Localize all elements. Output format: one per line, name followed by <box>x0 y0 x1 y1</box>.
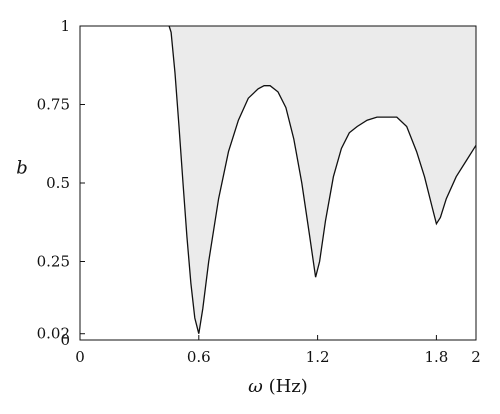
x-axis-label: ω (Hz) <box>248 376 308 397</box>
y-tick-label: 0.75 <box>37 96 70 114</box>
x-axis-label-symbol: ω <box>248 376 263 397</box>
x-tick-label: 1.8 <box>424 348 448 366</box>
boundary-curve <box>168 25 477 334</box>
x-tick-label: 0.6 <box>187 348 211 366</box>
y-tick-label: 1 <box>60 17 70 35</box>
x-tick-label: 2 <box>471 348 481 366</box>
shaded-region <box>169 26 476 334</box>
y-axis-label: b <box>16 158 28 179</box>
x-axis-label-unit: (Hz) <box>263 376 308 397</box>
y-tick-label: 0.02 <box>37 325 70 343</box>
x-tick-label: 0 <box>75 348 85 366</box>
y-tick-label: 0 <box>60 331 70 349</box>
x-tick-label: 1.2 <box>306 348 330 366</box>
x-axis: 0 0.6 1.2 1.8 2 <box>75 335 481 366</box>
y-tick-label: 0.5 <box>46 174 70 192</box>
y-tick-label: 0.25 <box>37 253 70 271</box>
y-axis: 1 0.75 0.5 0.25 0.020 <box>37 17 85 349</box>
